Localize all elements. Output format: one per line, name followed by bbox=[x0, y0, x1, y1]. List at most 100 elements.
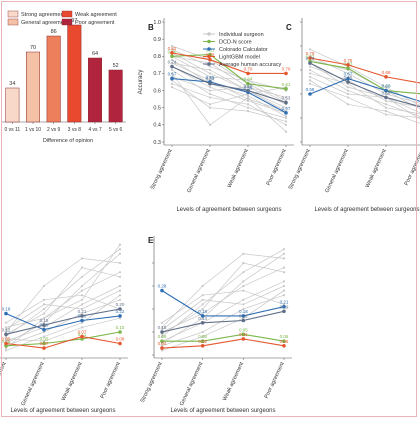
series-value-label: 0.07 bbox=[40, 341, 49, 346]
individual-surgeon-point bbox=[282, 284, 286, 288]
series-value-label: 0.06 bbox=[280, 334, 289, 339]
legend-marker bbox=[207, 32, 211, 36]
series-value-label: 0.12 bbox=[2, 327, 11, 332]
series-point bbox=[42, 323, 46, 327]
series-value-label: 0.75 bbox=[344, 58, 353, 63]
individual-surgeon-line bbox=[5, 271, 121, 328]
individual-surgeon-point bbox=[4, 328, 8, 331]
series-value-label: 0.11 bbox=[239, 332, 248, 337]
individual-surgeon-point bbox=[4, 335, 8, 338]
x-tick-label: Strong agreement bbox=[140, 361, 164, 404]
x-tick-label: Strong agreement bbox=[288, 148, 312, 191]
series-value-label: 0.21 bbox=[78, 309, 87, 314]
individual-surgeon-point bbox=[118, 243, 122, 246]
legend-swatch bbox=[7, 18, 19, 26]
panel-label-b: B bbox=[148, 23, 154, 32]
y-tick-label: 0.9 bbox=[153, 37, 161, 43]
individual-surgeon-point bbox=[208, 92, 212, 96]
individual-surgeon-point bbox=[384, 106, 388, 109]
individual-surgeon-point bbox=[4, 326, 8, 329]
series-point bbox=[384, 88, 388, 93]
series-value-label: 0.15 bbox=[40, 318, 49, 323]
series-value-label: 0.60 bbox=[382, 84, 391, 89]
individual-surgeon-point bbox=[160, 335, 164, 338]
series-point bbox=[308, 92, 312, 96]
series-value-label: 0.08 bbox=[198, 334, 207, 339]
bar bbox=[88, 57, 102, 123]
individual-surgeon-point bbox=[118, 261, 122, 265]
x-tick-label: 0 vs 11 bbox=[4, 127, 20, 133]
individual-surgeon-point bbox=[282, 271, 286, 274]
series-point bbox=[284, 100, 288, 105]
series-value-label: 0.67 bbox=[168, 72, 177, 77]
individual-surgeon-point bbox=[4, 349, 8, 352]
individual-surgeon-point bbox=[80, 275, 84, 278]
series-point bbox=[200, 314, 205, 318]
individual-surgeon-point bbox=[284, 96, 288, 99]
series-value-label: 0.67 bbox=[344, 72, 353, 77]
x-tick-label: Poor agreement bbox=[264, 361, 286, 400]
series-point bbox=[118, 330, 122, 334]
individual-surgeon-point bbox=[242, 307, 245, 311]
series-line bbox=[161, 338, 285, 349]
legend-label: DCD-N score bbox=[219, 40, 252, 46]
individual-surgeon-point bbox=[170, 82, 174, 85]
series-point bbox=[241, 337, 246, 341]
individual-surgeon-line bbox=[309, 49, 420, 106]
individual-surgeon-point bbox=[201, 294, 204, 297]
individual-surgeon-point bbox=[160, 326, 164, 329]
x-tick-label: Weak agreement bbox=[61, 361, 84, 402]
legend-label: Colorado Calculator bbox=[219, 47, 268, 53]
individual-surgeon-point bbox=[170, 44, 174, 48]
individual-surgeon-point bbox=[118, 248, 122, 251]
x-tick-label: 5 vs 6 bbox=[109, 127, 123, 133]
individual-surgeon-point bbox=[4, 347, 8, 350]
x-axis-title: Levels of agreement between surgeons bbox=[10, 408, 115, 414]
individual-surgeon-point bbox=[246, 94, 250, 97]
series-value-label: 0.08 bbox=[158, 334, 167, 339]
series-point bbox=[308, 56, 312, 60]
series-point bbox=[170, 76, 174, 81]
panel-e-line-chart: Strong agreement General agreement Weak ag… bbox=[140, 236, 292, 414]
bar-value-label: 97 bbox=[71, 18, 77, 24]
individual-surgeon-point bbox=[308, 79, 312, 82]
series-point bbox=[282, 344, 286, 348]
individual-surgeon-point bbox=[80, 303, 84, 306]
individual-surgeon-point bbox=[4, 340, 8, 343]
individual-surgeon-point bbox=[208, 86, 212, 89]
individual-surgeon-point bbox=[242, 261, 245, 265]
individual-surgeon-line bbox=[5, 294, 121, 351]
individual-surgeon-point bbox=[42, 307, 46, 311]
individual-surgeon-line bbox=[309, 79, 420, 124]
legend-label: General agreement bbox=[21, 20, 69, 26]
series-value-label: 0.14 bbox=[198, 316, 207, 321]
individual-surgeon-point bbox=[308, 65, 312, 68]
series-point bbox=[241, 318, 246, 323]
individual-surgeon-point bbox=[384, 99, 388, 102]
series-point bbox=[160, 288, 164, 293]
individual-surgeon-point bbox=[80, 326, 84, 329]
individual-surgeon-point bbox=[282, 289, 286, 292]
individual-surgeon-point bbox=[170, 68, 174, 72]
x-tick-label: Poor agreement bbox=[404, 148, 420, 187]
series-value-label: 0.22 bbox=[116, 309, 125, 314]
series-point bbox=[80, 314, 84, 318]
series-point bbox=[80, 334, 84, 339]
series-point bbox=[284, 87, 288, 91]
y-tick-label: 1.0 bbox=[153, 20, 161, 26]
x-tick-label: Weak agreement bbox=[365, 148, 388, 189]
individual-surgeon-point bbox=[284, 115, 288, 118]
individual-surgeon-line bbox=[171, 83, 287, 126]
individual-surgeon-point bbox=[42, 326, 46, 329]
individual-surgeon-line bbox=[161, 285, 285, 330]
individual-surgeon-point bbox=[242, 271, 245, 274]
series-value-label: 0.08 bbox=[116, 337, 125, 342]
individual-surgeon-point bbox=[208, 89, 212, 92]
individual-surgeon-point bbox=[282, 294, 286, 297]
series-line bbox=[171, 66, 287, 104]
individual-surgeon-line bbox=[309, 83, 420, 118]
individual-surgeon-point bbox=[160, 349, 164, 352]
individual-surgeon-line bbox=[171, 55, 287, 102]
series-value-label: 0.18 bbox=[198, 309, 207, 314]
